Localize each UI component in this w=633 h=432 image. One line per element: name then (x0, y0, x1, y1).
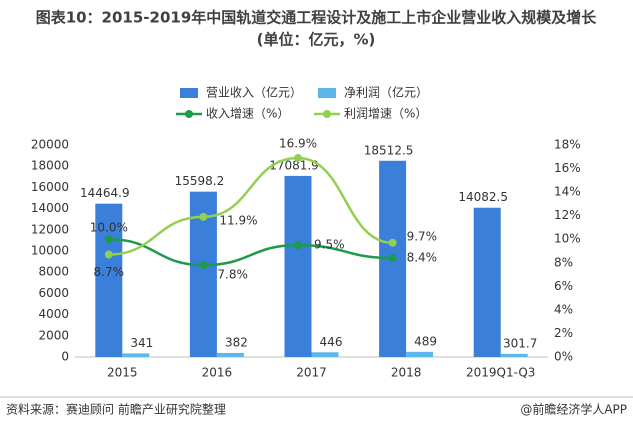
legend-swatch (180, 88, 198, 98)
bar (311, 352, 339, 357)
y2-tick-label: 14% (554, 185, 581, 199)
bar (500, 353, 528, 357)
y-tick-label: 18000 (31, 159, 69, 173)
y2-tick-label: 16% (554, 161, 581, 175)
data-label: 341 (130, 336, 153, 350)
data-label: 9.5% (314, 238, 345, 252)
data-label: 382 (225, 335, 248, 349)
bar (406, 351, 434, 357)
source: 资料来源：赛迪顾问 前瞻产业研究院整理 (6, 402, 226, 417)
y-tick-label: 14000 (31, 201, 69, 215)
data-label: 14464.9 (80, 186, 130, 200)
line-point (388, 254, 397, 263)
legend-marker (185, 110, 193, 118)
line (108, 237, 393, 267)
y-tick-label: 10000 (31, 244, 69, 258)
chart-title: 图表10：2015-2019年中国轨道交通工程设计及施工上市企业营业收入规模及增… (36, 9, 598, 27)
line-point (388, 238, 397, 247)
x-tick-label: 2016 (202, 366, 233, 380)
data-label: 10.0% (90, 221, 128, 235)
x-tick-label: 2017 (296, 366, 327, 380)
legend-label: 净利润（亿元） (344, 85, 428, 100)
x-tick-label: 2015 (107, 366, 138, 380)
data-label: 301.7 (503, 336, 537, 350)
legend-label: 营业收入（亿元） (206, 85, 302, 100)
bar (473, 207, 501, 357)
bar (216, 352, 244, 357)
data-label: 18512.5 (364, 143, 414, 157)
line-point (294, 153, 302, 162)
y2-tick-label: 18% (554, 138, 581, 152)
y-tick-label: 8000 (38, 265, 69, 279)
line-point (294, 241, 302, 250)
bar (284, 175, 312, 357)
line-point (104, 235, 113, 244)
bar (95, 203, 123, 357)
data-label: 9.7% (407, 229, 438, 243)
legend-label: 收入增速（%） (206, 107, 289, 121)
bar (122, 353, 150, 357)
line-point (104, 250, 113, 259)
y-tick-label: 2000 (38, 328, 69, 342)
y2-tick-label: 4% (554, 302, 573, 316)
y-tick-label: 0 (61, 350, 69, 364)
data-label: 16.9% (279, 136, 317, 150)
x-tick-label: 2018 (391, 366, 422, 380)
data-label: 8.7% (94, 265, 125, 279)
y-tick-label: 20000 (31, 138, 69, 152)
data-label: 11.9% (219, 213, 257, 227)
line-point (199, 212, 208, 221)
credit: @前瞻经济学人APP (520, 402, 627, 417)
data-label: 8.4% (407, 251, 438, 265)
y2-tick-label: 2% (554, 326, 573, 340)
y-tick-label: 12000 (31, 222, 69, 236)
data-label: 14082.5 (458, 190, 508, 204)
data-label: 15598.2 (175, 174, 225, 188)
data-label: 446 (320, 335, 343, 349)
x-tick-label: 2019Q1-Q3 (466, 366, 535, 380)
y-tick-label: 16000 (31, 180, 69, 194)
data-label: 489 (414, 334, 437, 348)
line (108, 156, 393, 256)
data-label: 7.8% (217, 268, 248, 282)
y-tick-label: 4000 (38, 307, 69, 321)
y2-tick-label: 8% (554, 255, 573, 269)
legend-swatch (318, 88, 336, 98)
y2-tick-label: 6% (554, 279, 573, 293)
y2-tick-label: 12% (554, 208, 581, 222)
legend-marker (323, 110, 331, 118)
y2-tick-label: 10% (554, 232, 581, 246)
line-point (199, 261, 208, 270)
chart-subtitle: (单位：亿元，%) (257, 31, 376, 49)
y2-tick-label: 0% (554, 350, 573, 364)
y-tick-label: 6000 (38, 286, 69, 300)
legend-label: 利润增速（%） (344, 107, 427, 121)
